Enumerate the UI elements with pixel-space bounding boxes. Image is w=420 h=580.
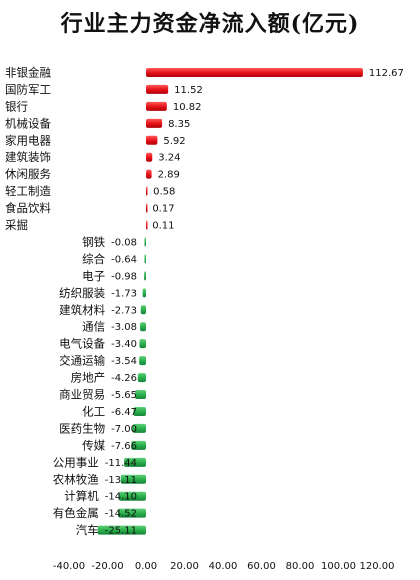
- category-label: 传媒: [82, 438, 105, 452]
- category-label: 采掘: [5, 218, 28, 232]
- category-label: 有色金属: [53, 506, 99, 520]
- bar-综合: [144, 254, 146, 264]
- bar-房地产: [137, 373, 146, 383]
- bar-轻工制造: [146, 186, 148, 196]
- chart-title: 行业主力资金净流入额(亿元): [60, 11, 360, 37]
- bar-食品饮料: [146, 203, 148, 213]
- value-label: -0.64: [111, 254, 137, 265]
- x-tick-label: -40.00: [53, 561, 85, 572]
- value-label: -4.26: [111, 373, 137, 384]
- category-label: 电气设备: [59, 337, 105, 351]
- category-label: 公用事业: [53, 455, 99, 469]
- value-label: -3.08: [111, 322, 137, 333]
- category-label: 商业贸易: [59, 388, 105, 402]
- x-tick-label: -20.00: [91, 561, 123, 572]
- category-label: 农林牧渔: [53, 472, 99, 486]
- value-label: -11.44: [105, 458, 137, 469]
- bar-通信: [140, 322, 146, 332]
- category-label: 化工: [82, 404, 105, 418]
- category-label: 通信: [82, 320, 105, 334]
- bar-化工: [133, 406, 146, 416]
- bar-汽车: [97, 525, 146, 535]
- value-label: 2.89: [158, 170, 180, 181]
- x-tick-label: 20.00: [170, 561, 199, 572]
- category-label: 计算机: [64, 489, 99, 503]
- category-label: 银行: [5, 99, 28, 113]
- bar-机械设备: [146, 118, 163, 128]
- x-tick-label: 0.00: [135, 561, 157, 572]
- bar-银行: [146, 101, 167, 111]
- bar-传媒: [131, 440, 146, 450]
- category-label: 家用电器: [5, 133, 51, 147]
- bar-非银金融: [146, 67, 363, 77]
- category-label: 国防军工: [5, 82, 51, 96]
- category-label: 纺织服装: [59, 286, 105, 300]
- category-label: 交通运输: [59, 354, 105, 368]
- bar-有色金属: [118, 508, 146, 518]
- value-label: 0.11: [152, 221, 174, 232]
- category-label: 电子: [82, 269, 105, 283]
- value-label: 0.17: [152, 204, 174, 215]
- bar-电子: [144, 271, 146, 281]
- bar-建筑材料: [140, 305, 146, 315]
- category-label: 非银金融: [5, 65, 51, 79]
- value-label: -7.66: [111, 441, 137, 452]
- value-label: -25.11: [105, 526, 137, 537]
- value-label: 11.52: [174, 85, 203, 96]
- value-label: -2.73: [111, 305, 137, 316]
- value-label: -0.08: [111, 237, 137, 248]
- value-label: 8.35: [168, 119, 190, 130]
- bar-公用事业: [123, 457, 146, 467]
- x-tick-label: 60.00: [247, 561, 276, 572]
- category-label: 机械设备: [5, 116, 51, 130]
- value-label: -6.47: [111, 407, 137, 418]
- bar-采掘: [146, 220, 148, 230]
- value-label: 112.67: [369, 68, 404, 79]
- category-label: 医药生物: [59, 421, 105, 435]
- x-tick-label: 40.00: [209, 561, 238, 572]
- value-label: 10.82: [173, 102, 202, 113]
- category-label: 休闲服务: [5, 167, 51, 181]
- x-tick-label: 120.00: [360, 561, 395, 572]
- value-label: -7.00: [111, 424, 137, 435]
- bar-纺织服装: [142, 288, 146, 298]
- value-label: -13.11: [105, 475, 137, 486]
- bar-钢铁: [144, 237, 146, 247]
- category-label: 房地产: [71, 371, 106, 385]
- x-tick-label: 80.00: [286, 561, 315, 572]
- value-label: 0.58: [153, 187, 175, 198]
- category-label: 食品饮料: [5, 201, 51, 215]
- category-label: 建筑装饰: [5, 150, 51, 164]
- value-label: 5.92: [163, 136, 185, 147]
- value-label: -5.65: [111, 390, 137, 401]
- x-tick-label: 100.00: [321, 561, 356, 572]
- bar-农林牧渔: [120, 474, 146, 484]
- value-label: -14.52: [105, 509, 137, 520]
- value-label: -14.10: [105, 492, 137, 503]
- bar-家用电器: [146, 135, 158, 145]
- bar-交通运输: [139, 356, 146, 366]
- value-label: -3.40: [111, 339, 137, 350]
- bar-休闲服务: [146, 169, 152, 179]
- bar-国防军工: [146, 84, 169, 94]
- value-label: 3.24: [158, 153, 180, 164]
- category-label: 建筑材料: [59, 303, 105, 317]
- value-label: -0.98: [111, 271, 137, 282]
- bar-商业贸易: [135, 390, 146, 400]
- bar-医药生物: [132, 423, 146, 433]
- category-label: 综合: [82, 252, 105, 266]
- bar-计算机: [118, 491, 146, 501]
- bar-建筑装饰: [146, 152, 153, 162]
- category-label: 钢铁: [82, 235, 105, 249]
- value-label: -3.54: [111, 356, 137, 367]
- bar-电气设备: [139, 339, 146, 349]
- value-label: -1.73: [111, 288, 137, 299]
- category-label: 汽车: [76, 523, 99, 537]
- category-label: 轻工制造: [5, 184, 51, 198]
